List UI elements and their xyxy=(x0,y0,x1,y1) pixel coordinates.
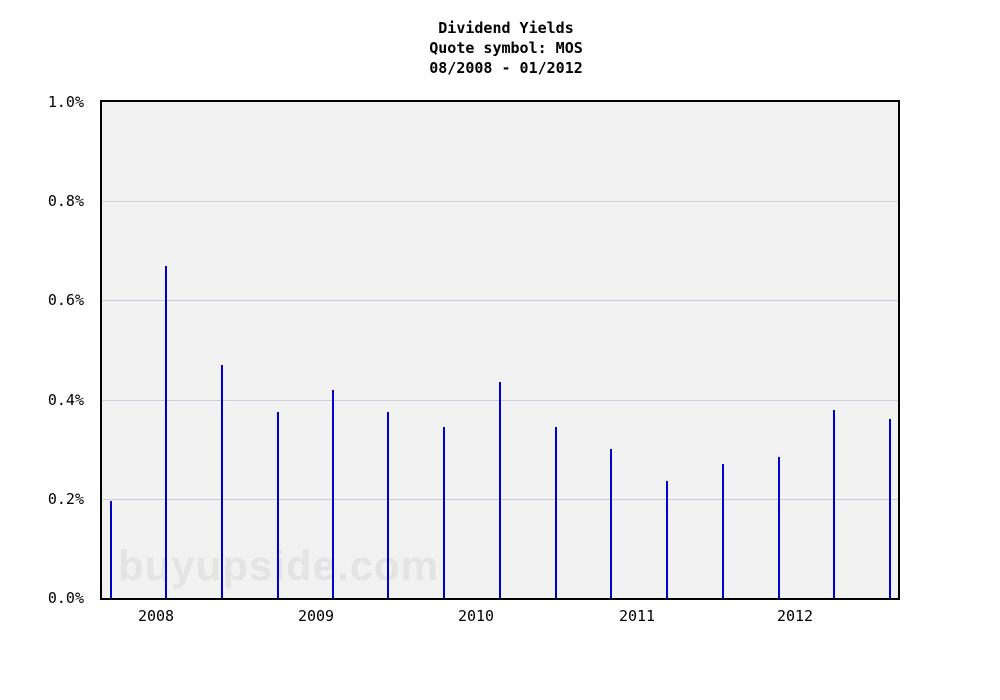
dividend-bar xyxy=(610,449,612,598)
y-tick-label: 0.2% xyxy=(47,489,84,508)
y-tick-label: 0.8% xyxy=(47,192,84,211)
dividend-bar xyxy=(443,427,445,598)
plot-inner: buyupside.com xyxy=(102,102,898,598)
dividend-bar xyxy=(555,427,557,598)
dividend-bar xyxy=(165,266,167,598)
dividend-bar xyxy=(277,412,279,598)
dividend-bar xyxy=(221,365,223,598)
y-tick-label: 0.6% xyxy=(47,291,84,310)
plot-area: buyupside.com xyxy=(100,100,900,600)
dividend-bar xyxy=(332,390,334,598)
dividend-bar xyxy=(722,464,724,598)
y-tick-label: 0.0% xyxy=(47,589,84,607)
y-tick-label: 0.4% xyxy=(47,390,84,409)
x-tick-label: 2012 xyxy=(776,607,814,625)
dividend-bar xyxy=(499,382,501,598)
x-tick-label: 2009 xyxy=(297,607,335,625)
dividend-bar xyxy=(778,457,780,598)
chart-title-line3: 08/2008 - 01/2012 xyxy=(429,59,583,77)
dividend-bar xyxy=(666,481,668,598)
chart-title: Dividend Yields Quote symbol: MOS 08/200… xyxy=(6,18,1000,78)
gridline xyxy=(102,300,898,301)
y-tick-label: 1.0% xyxy=(47,93,84,111)
x-tick-label: 2011 xyxy=(618,607,656,625)
dividend-bar xyxy=(889,419,891,598)
x-tick-label: 2010 xyxy=(457,607,495,625)
dividend-bar xyxy=(833,410,835,598)
dividend-bar xyxy=(110,501,112,598)
chart-title-line1: Dividend Yields xyxy=(438,19,574,37)
chart-title-line2: Quote symbol: MOS xyxy=(429,39,583,57)
x-tick-label: 2008 xyxy=(137,607,175,625)
dividend-bar xyxy=(387,412,389,598)
gridline xyxy=(102,201,898,202)
